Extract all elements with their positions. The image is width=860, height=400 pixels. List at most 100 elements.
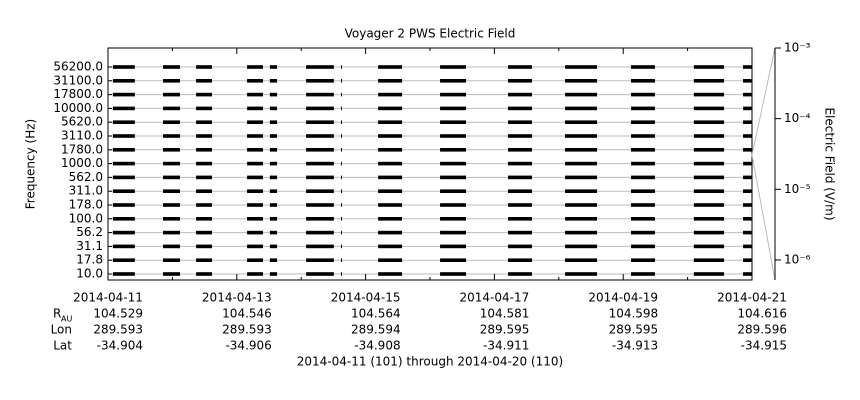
data-strip bbox=[378, 148, 403, 152]
data-strip bbox=[269, 217, 278, 221]
ephemeris-value: 289.593 bbox=[222, 323, 272, 337]
data-strip bbox=[693, 230, 725, 235]
data-strip bbox=[743, 79, 752, 83]
y-axis-label: Frequency (Hz) bbox=[24, 119, 38, 210]
data-strip bbox=[196, 203, 212, 207]
data-strip bbox=[306, 92, 334, 97]
ephemeris-value: 289.596 bbox=[737, 323, 787, 337]
data-strip bbox=[440, 175, 467, 180]
y-tick-label: 311.0 bbox=[69, 184, 103, 198]
data-strip bbox=[508, 120, 532, 124]
data-strip bbox=[743, 244, 752, 249]
data-strip bbox=[341, 92, 343, 97]
data-strip bbox=[440, 92, 467, 97]
data-strip bbox=[565, 272, 598, 276]
y-tick-label: 17.8 bbox=[76, 253, 103, 267]
data-strip bbox=[163, 189, 181, 193]
data-strip bbox=[378, 161, 403, 166]
data-strip bbox=[508, 92, 532, 97]
data-strip bbox=[631, 217, 655, 221]
data-strip bbox=[631, 272, 655, 276]
data-strip bbox=[247, 134, 263, 138]
data-strip bbox=[378, 134, 403, 138]
y-tick-label: 100.0 bbox=[69, 211, 103, 225]
data-strip bbox=[269, 272, 278, 276]
data-strip bbox=[247, 244, 263, 249]
data-strip bbox=[196, 230, 212, 235]
y-tick-label: 17800.0 bbox=[53, 87, 103, 101]
data-strip bbox=[112, 92, 135, 97]
data-strip bbox=[693, 120, 725, 124]
x-tick-label: 2014-04-21 bbox=[717, 291, 787, 305]
data-strip bbox=[196, 148, 212, 152]
data-strip bbox=[693, 203, 725, 207]
ephemeris-value: 289.594 bbox=[351, 323, 401, 337]
data-strip bbox=[269, 189, 278, 193]
data-strip bbox=[163, 217, 181, 221]
data-strip bbox=[269, 134, 278, 138]
data-strip bbox=[631, 65, 655, 69]
data-strip bbox=[341, 134, 343, 138]
data-strip bbox=[341, 106, 343, 111]
data-strip bbox=[565, 134, 598, 138]
data-strip bbox=[631, 134, 655, 138]
data-strip bbox=[341, 272, 343, 276]
data-strip bbox=[247, 175, 263, 180]
data-strip bbox=[196, 65, 212, 69]
ephemeris-label: Lat bbox=[53, 339, 72, 353]
data-strip bbox=[440, 258, 467, 262]
ephemeris-value: -34.913 bbox=[612, 339, 658, 353]
data-strip bbox=[247, 120, 263, 124]
data-strip bbox=[631, 106, 655, 111]
data-strip bbox=[341, 258, 343, 262]
data-strip bbox=[631, 203, 655, 207]
data-strip bbox=[196, 217, 212, 221]
data-strip bbox=[565, 106, 598, 111]
data-strip bbox=[743, 217, 752, 221]
x-tick-label: 2014-04-17 bbox=[460, 291, 530, 305]
data-strip bbox=[306, 79, 334, 83]
data-strip bbox=[163, 258, 181, 262]
data-strip bbox=[508, 65, 532, 69]
data-strip bbox=[341, 230, 343, 235]
data-strip bbox=[247, 79, 263, 83]
data-strip bbox=[112, 189, 135, 193]
ephemeris-value: -34.915 bbox=[741, 339, 787, 353]
ephemeris-value: 104.616 bbox=[737, 307, 787, 321]
data-strip bbox=[196, 79, 212, 83]
data-strip bbox=[163, 120, 181, 124]
data-strip bbox=[196, 189, 212, 193]
data-strip bbox=[269, 175, 278, 180]
data-strip bbox=[112, 272, 135, 276]
data-strip bbox=[341, 120, 343, 124]
data-strip bbox=[269, 230, 278, 235]
y-tick-label: 3110.0 bbox=[61, 129, 103, 143]
data-strip bbox=[440, 148, 467, 152]
data-strip bbox=[508, 203, 532, 207]
data-strip bbox=[112, 217, 135, 221]
data-strip bbox=[631, 175, 655, 180]
data-strip bbox=[306, 161, 334, 166]
data-strip bbox=[196, 175, 212, 180]
data-strip bbox=[693, 189, 725, 193]
data-strip bbox=[743, 230, 752, 235]
data-strip bbox=[743, 272, 752, 276]
data-strip bbox=[112, 244, 135, 249]
data-strip bbox=[743, 203, 752, 207]
data-strip bbox=[440, 272, 467, 276]
data-strip bbox=[306, 65, 334, 69]
data-strip bbox=[508, 106, 532, 111]
y-tick-label: 178.0 bbox=[69, 198, 103, 212]
data-strip bbox=[508, 79, 532, 83]
data-strip bbox=[269, 258, 278, 262]
zoom-line bbox=[751, 47, 776, 156]
y-tick-label: 10.0 bbox=[76, 267, 103, 281]
data-strip bbox=[440, 217, 467, 221]
y-tick-label: 31.1 bbox=[76, 239, 103, 253]
data-strip bbox=[631, 92, 655, 97]
data-strip bbox=[565, 175, 598, 180]
y-tick-label: 31100.0 bbox=[53, 73, 103, 87]
ephemeris-value: 104.581 bbox=[480, 307, 530, 321]
data-strip bbox=[306, 148, 334, 152]
data-strip bbox=[631, 79, 655, 83]
